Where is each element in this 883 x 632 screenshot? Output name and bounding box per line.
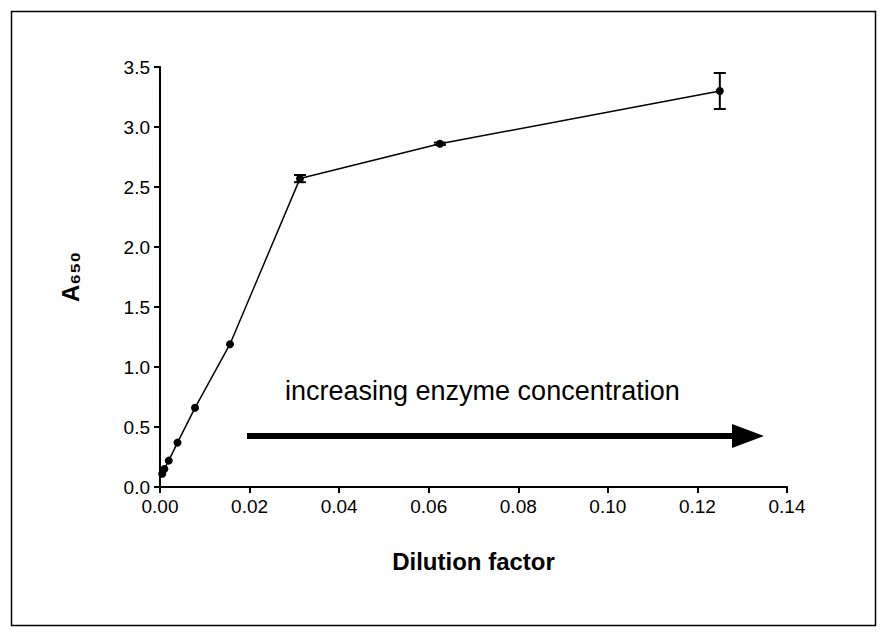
svg-text:1.0: 1.0	[124, 357, 150, 378]
svg-text:0.04: 0.04	[321, 496, 358, 517]
svg-text:0.5: 0.5	[124, 417, 150, 438]
svg-text:0.02: 0.02	[231, 496, 268, 517]
svg-text:0.14: 0.14	[769, 496, 806, 517]
svg-text:0.00: 0.00	[142, 496, 179, 517]
svg-text:0.0: 0.0	[124, 477, 150, 498]
svg-text:3.5: 3.5	[124, 57, 150, 78]
svg-text:2.0: 2.0	[124, 237, 150, 258]
svg-text:increasing enzyme concentratio: increasing enzyme concentration	[285, 376, 680, 406]
svg-text:Dilution factor: Dilution factor	[392, 548, 555, 575]
svg-text:0.12: 0.12	[679, 496, 716, 517]
svg-text:2.5: 2.5	[124, 177, 150, 198]
svg-text:3.0: 3.0	[124, 117, 150, 138]
svg-text:A₆₅₀: A₆₅₀	[57, 252, 84, 302]
svg-text:1.5: 1.5	[124, 297, 150, 318]
svg-text:0.10: 0.10	[589, 496, 626, 517]
svg-text:0.06: 0.06	[410, 496, 447, 517]
svg-text:0.08: 0.08	[500, 496, 537, 517]
